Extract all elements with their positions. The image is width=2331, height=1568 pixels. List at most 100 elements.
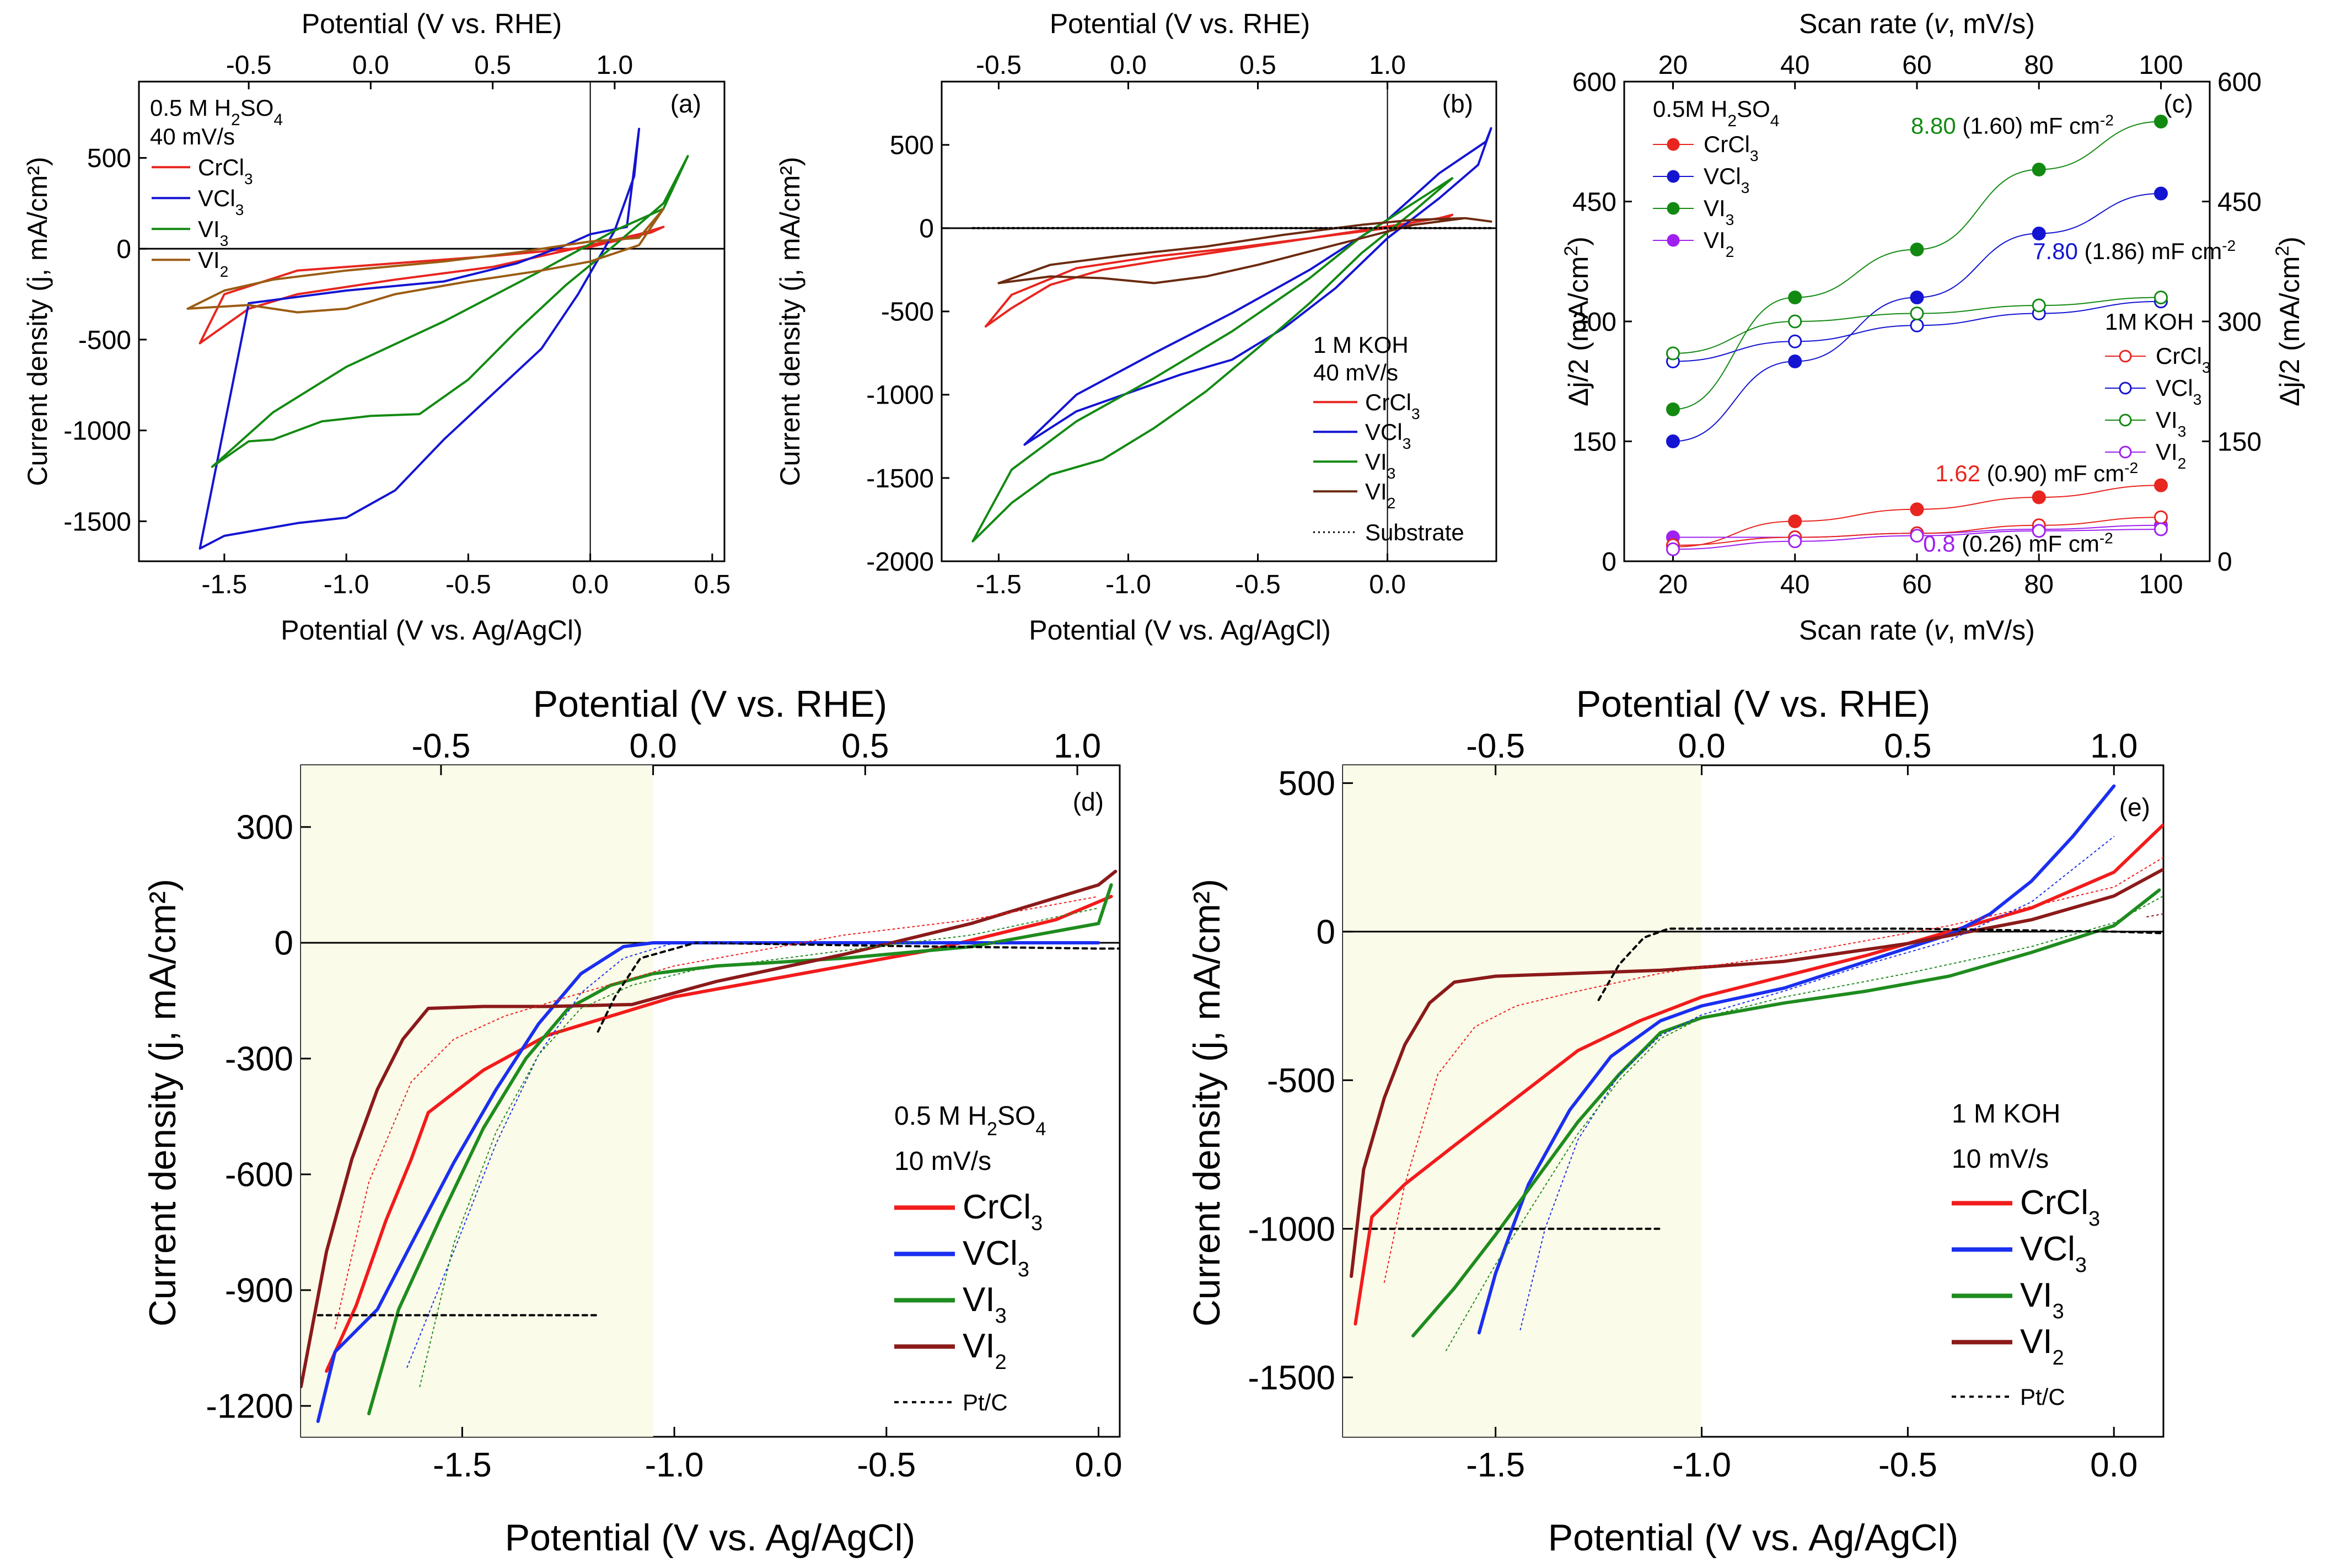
- x-tick-label: 0.0: [1075, 1446, 1122, 1484]
- x2-tick-label: 1.0: [1369, 51, 1406, 80]
- legend-label-vi2: VI2: [963, 1327, 1007, 1374]
- series-line-crcl3: [198, 225, 665, 345]
- y-tick-label: 500: [87, 144, 131, 173]
- capacitance-annotation: 0.8 (0.26) mF cm-2: [1923, 529, 2113, 557]
- legend-label-vcl3: VCl3: [198, 185, 244, 218]
- x-tick-label: 20: [1658, 570, 1688, 599]
- data-point-vcl3-0-5m-h2so4: [1910, 291, 1924, 304]
- y-tick-label: -1000: [866, 381, 934, 410]
- x2-axis-label: Scan rate (v, mV/s): [1799, 8, 2035, 39]
- x2-tick-label: 0.0: [1110, 51, 1147, 80]
- series-group: [186, 127, 689, 550]
- data-point-vi2-1m-koh: [1788, 534, 1802, 549]
- legend-label-vi3: VI3: [963, 1281, 1007, 1328]
- panel-a: -1.5 -1.0 -0.5 0.0 0.5 -1500 -1000 -500 0 500 -0.5…: [22, 8, 731, 646]
- y-axis-label: Current density (j, mA/cm²): [1186, 879, 1228, 1327]
- x-tick-label: 0.0: [2090, 1446, 2137, 1484]
- data-point-crcl3-0-5m-h2so4: [2032, 490, 2046, 504]
- series-line-pt-c-curve: [597, 942, 1120, 1033]
- legend-scan-rate: 40 mV/s: [150, 123, 235, 149]
- x-axis-label: Potential (V vs. Ag/AgCl): [281, 615, 582, 646]
- y-tick-label: 450: [1572, 187, 1616, 217]
- y2-tick-label: 0: [2217, 547, 2232, 577]
- x2-axis-label: Potential (V vs. RHE): [1050, 8, 1310, 39]
- data-point-vi3-0-5m-h2so4: [1666, 402, 1680, 416]
- x-tick-label: 60: [1902, 570, 1931, 599]
- x-tick-label: 80: [2024, 570, 2054, 599]
- series-line-crcl3-dotted: [1383, 857, 2163, 1283]
- x-tick-label: 0.0: [572, 570, 609, 599]
- x-tick-label: -1.5: [976, 570, 1022, 599]
- y-tick-label: 0: [1602, 547, 1616, 577]
- legend-label-crcl3: CrCl3: [963, 1188, 1043, 1235]
- y-tick-label: -300: [225, 1040, 293, 1078]
- x2-tick-label: 40: [1780, 51, 1809, 80]
- data-point-vi3-0-5m-h2so4: [2154, 115, 2168, 128]
- series-line-vi3: [971, 177, 1454, 543]
- x-axis-label: Scan rate (v, mV/s): [1799, 615, 2035, 646]
- data-point-vcl3-0-5m-h2so4: [1788, 355, 1802, 368]
- series-group: [301, 869, 1120, 1423]
- x2-tick-label: 20: [1658, 51, 1688, 80]
- legend-base-title: 1M KOH: [2105, 309, 2194, 335]
- plot-frame: [941, 80, 1497, 562]
- legend-label-vi2: VI2: [2020, 1323, 2064, 1370]
- legend-label-vcl3: VCl3: [963, 1234, 1029, 1281]
- x-tick-label: 0.0: [1369, 570, 1406, 599]
- y2-tick-label: 450: [2217, 188, 2262, 217]
- panel-label: (a): [670, 89, 701, 118]
- x2-tick-label: 0.5: [841, 727, 889, 765]
- data-point-vi3-1m-koh: [1666, 346, 1680, 361]
- legend-marker: [1667, 202, 1680, 215]
- legend-label-crcl3: CrCl3: [2156, 343, 2211, 376]
- plot-content: -1.5 -1.0 -0.5 0.0 0.5 -1500 -1000 -500 0 500 -0.5…: [63, 51, 731, 599]
- y-tick-label: -1500: [866, 464, 934, 493]
- series-line-vi2: [1350, 867, 2163, 1278]
- series-line-crcl3: [1354, 823, 2163, 1326]
- legend-label-vi3: VI3: [1704, 195, 1734, 228]
- legend-label-pt/c: Pt/C: [963, 1389, 1008, 1415]
- panel-c: 20 40 60 80 100 0 150 300 450 600 20 40 60 80 100 0 150 3…: [1561, 8, 2305, 646]
- legend-label-vi3: VI3: [2156, 407, 2186, 440]
- data-point-crcl3-0-5m-h2so4: [1910, 502, 1924, 517]
- legend-marker: [1667, 234, 1680, 247]
- x-tick-label: -1.0: [1672, 1446, 1731, 1484]
- legend-scan-rate: 40 mV/s: [1313, 359, 1398, 385]
- data-point-crcl3-0-5m-h2so4: [1788, 514, 1802, 528]
- legend-marker: [1667, 138, 1680, 151]
- x-tick-label: -1.0: [1105, 570, 1151, 599]
- legend-label-vi2: VI2: [2156, 439, 2186, 472]
- data-point-vcl3-1m-koh: [1910, 318, 1924, 332]
- x2-tick-label: 60: [1902, 51, 1931, 80]
- legend-label-crcl3: CrCl3: [1704, 131, 1759, 164]
- data-point-crcl3-1m-koh: [2154, 510, 2168, 524]
- y-tick-label: 500: [890, 131, 934, 160]
- capacitance-annotation: 8.80 (1.60) mF cm-2: [1911, 111, 2114, 139]
- plot-content: 20 40 60 80 100 0 150 300 450 600 20 40 60 80 100 0 150 3…: [1572, 51, 2262, 599]
- legend-label-vi3: VI3: [1365, 449, 1395, 482]
- x-tick-label: -1.5: [1466, 1446, 1525, 1484]
- series-line-vi3-0-5m-h2so4: [1673, 121, 2161, 410]
- x-axis-label: Potential (V vs. Ag/AgCl): [1548, 1517, 1959, 1559]
- legend-scan-rate: 10 mV/s: [1952, 1145, 2049, 1174]
- x2-tick-label: 0.5: [1884, 727, 1931, 765]
- series-line-vi2: [301, 869, 1118, 1388]
- y-tick-label: -2000: [866, 547, 934, 577]
- x2-tick-label: 0.5: [1239, 51, 1276, 80]
- y-tick-label: 0: [919, 214, 934, 244]
- legend: 1 M KOH 40 mV/s: [1313, 332, 1409, 385]
- y-tick-label: -1200: [206, 1388, 293, 1426]
- x2-axis-label: Potential (V vs. RHE): [1576, 683, 1930, 725]
- y-axis-label: Current density (j, mA/cm²): [22, 157, 53, 486]
- plot-content: -1.5 -1.0 -0.5 0.0 -2000 -1500 -1000 -500 0 500 -0…: [866, 51, 1496, 599]
- y-tick-label: -900: [225, 1272, 293, 1310]
- series-line-vi3-dotted: [1445, 895, 2163, 1351]
- x-tick-label: -1.0: [645, 1446, 704, 1484]
- x2-tick-label: 100: [2139, 51, 2183, 80]
- x-axis-label: Potential (V vs. Ag/AgCl): [505, 1517, 916, 1559]
- series-line-vi2-dotted: [2146, 913, 2163, 917]
- legend: 1 M KOH 10 mV/s: [1952, 1099, 2060, 1174]
- legend-label-vi2: VI2: [1704, 227, 1734, 260]
